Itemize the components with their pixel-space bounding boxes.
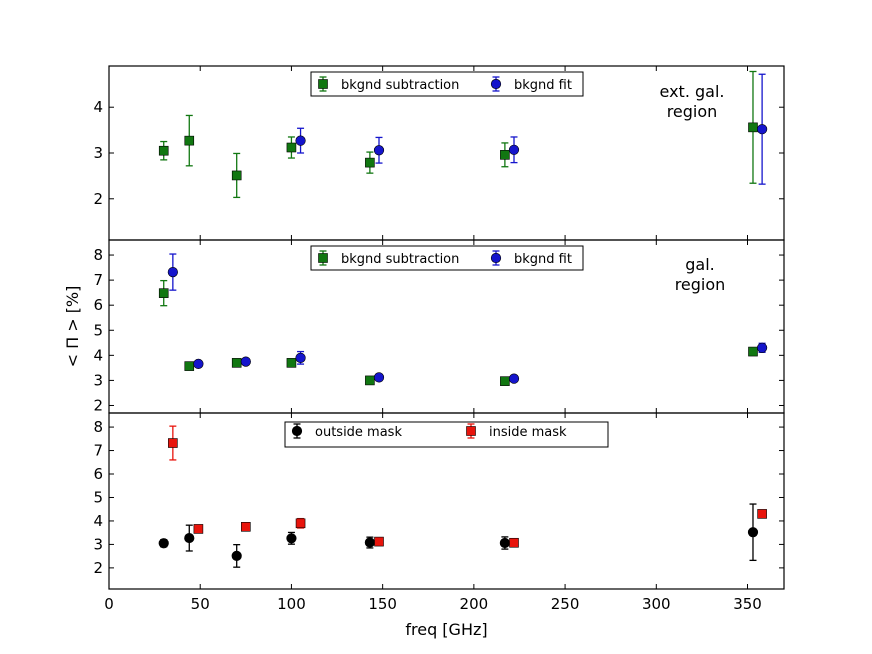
panel-bottom-legend-outside-mask-label: outside mask [315, 425, 402, 440]
panel-top-bkgnd-subtraction-point [748, 122, 758, 133]
x-axis-label: freq [GHz] [405, 620, 487, 639]
panel-bottom-ytick-label: 6 [93, 465, 103, 483]
xtick-label: 350 [733, 595, 762, 613]
panel-bottom-legend-inside-mask-marker [466, 426, 476, 436]
panel-top-bkgnd-subtraction-point [500, 150, 510, 160]
panel-top-annotation-line: region [667, 102, 718, 121]
panel-bottom-inside-mask-point [757, 509, 767, 519]
xtick-label: 50 [191, 595, 210, 613]
panel-middle-ytick-label: 3 [93, 371, 103, 389]
panel-middle-bkgnd-subtraction-point [500, 376, 510, 386]
panel-middle-bkgnd-fit-point [757, 342, 768, 353]
panel-bottom-inside-mask-point [193, 524, 204, 534]
panel-top-legend-bkgnd-fit-marker [490, 78, 502, 90]
panel-middle-ytick-label: 5 [93, 321, 103, 339]
xtick-label: 250 [551, 595, 580, 613]
panel-bottom-legend [284, 421, 609, 448]
panel-middle-ytick-label: 2 [93, 396, 103, 414]
panel-middle-bkgnd-subtraction-point [286, 358, 297, 368]
panel-middle-ytick-label: 6 [93, 296, 103, 314]
xtick-label: 100 [277, 595, 306, 613]
panel-top-legend-bkgnd-fit-label: bkgnd fit [514, 78, 572, 93]
panel-middle-bkgnd-fit-point [295, 352, 306, 363]
panel-middle-legend-bkgnd-subtraction-marker [318, 253, 328, 263]
panel-middle-bkgnd-subtraction-point [231, 358, 242, 368]
panel-top-legend-bkgnd-subtraction-marker [318, 79, 328, 89]
panel-bottom-inside-mask-point [374, 536, 384, 547]
panel-bottom-ytick-label: 8 [93, 418, 103, 436]
panel-bottom-inside-mask-point [168, 438, 178, 448]
panel-middle-ytick-label: 4 [93, 346, 103, 364]
panel-middle-bkgnd-subtraction-point [748, 346, 758, 357]
panel-bottom-ytick-label: 7 [93, 442, 103, 460]
panel-middle-legend [310, 245, 584, 271]
panel-top-ytick-label: 2 [93, 190, 103, 208]
panel-bottom-ytick-label: 4 [93, 512, 103, 530]
xtick-label: 0 [104, 595, 114, 613]
panel-bottom-outside-mask-point [747, 527, 759, 538]
xtick-label: 300 [642, 595, 671, 613]
panel-top-bkgnd-subtraction-point [286, 142, 297, 153]
panel-middle-ytick-label: 7 [93, 271, 103, 289]
panel-bottom-inside-mask-point [241, 522, 251, 532]
panel-top-bkgnd-fit-point [295, 135, 306, 146]
panel-top-bkgnd-fit-point [373, 145, 385, 156]
xtick-label: 150 [368, 595, 397, 613]
panel-top-bkgnd-fit-point [757, 124, 768, 135]
panel-bottom-outside-mask-point [499, 537, 510, 549]
y-axis-label: < Π > [%] [63, 286, 82, 368]
panel-top-bkgnd-subtraction-point [231, 170, 242, 181]
panel-top-ytick-label: 3 [93, 144, 103, 162]
panel-bottom-ytick-label: 2 [93, 559, 103, 577]
panel-bottom-outside-mask-point [286, 533, 297, 544]
panel-middle-annotation-line: region [675, 275, 726, 294]
xtick-label: 200 [460, 595, 489, 613]
panel-middle-bkgnd-subtraction-point [184, 361, 195, 371]
panel-bottom-inside-mask-point [509, 537, 519, 548]
panel-middle-bkgnd-fit-point [193, 358, 204, 369]
panel-top-legend-bkgnd-subtraction-label: bkgnd subtraction [341, 78, 459, 93]
panel-middle-bkgnd-fit-point [167, 266, 178, 278]
panel-middle-bkgnd-subtraction-point [158, 288, 169, 298]
panel-top-bkgnd-subtraction-point [365, 157, 375, 168]
panel-middle-annotation-line: gal. [685, 255, 715, 274]
panel-bottom-outside-mask-point [231, 550, 242, 562]
panel-middle-bkgnd-subtraction-point [365, 375, 375, 386]
panel-top-bkgnd-fit-point [508, 144, 520, 155]
panel-middle-legend-bkgnd-subtraction-label: bkgnd subtraction [341, 252, 459, 267]
panel-middle-ytick-label: 8 [93, 246, 103, 264]
panel-bottom-legend-outside-mask-marker [291, 425, 303, 437]
panel-bottom-frame [108, 412, 785, 590]
panel-bottom-ytick-label: 3 [93, 535, 103, 553]
panel-top-bkgnd-subtraction-point [184, 135, 195, 146]
panel-top-ytick-label: 4 [93, 98, 103, 116]
panel-bottom-ytick-label: 5 [93, 488, 103, 506]
panel-top-bkgnd-subtraction-point [158, 145, 169, 156]
panel-bottom-inside-mask-point [295, 518, 306, 529]
panel-top-annotation-line: ext. gal. [660, 82, 725, 101]
panel-middle-legend-bkgnd-fit-marker [490, 252, 502, 264]
panel-bottom-legend-inside-mask-label: inside mask [489, 425, 567, 440]
panel-bottom-outside-mask-point [364, 537, 375, 548]
panel-bottom-outside-mask-point [158, 538, 169, 549]
panel-middle-bkgnd-fit-point [373, 372, 385, 383]
panel-middle-bkgnd-fit-point [508, 373, 520, 384]
panel-middle-legend-bkgnd-fit-label: bkgnd fit [514, 252, 572, 267]
panel-bottom-outside-mask-point [184, 532, 195, 544]
panel-top-legend [310, 71, 584, 97]
panel-middle-bkgnd-fit-point [240, 356, 251, 367]
